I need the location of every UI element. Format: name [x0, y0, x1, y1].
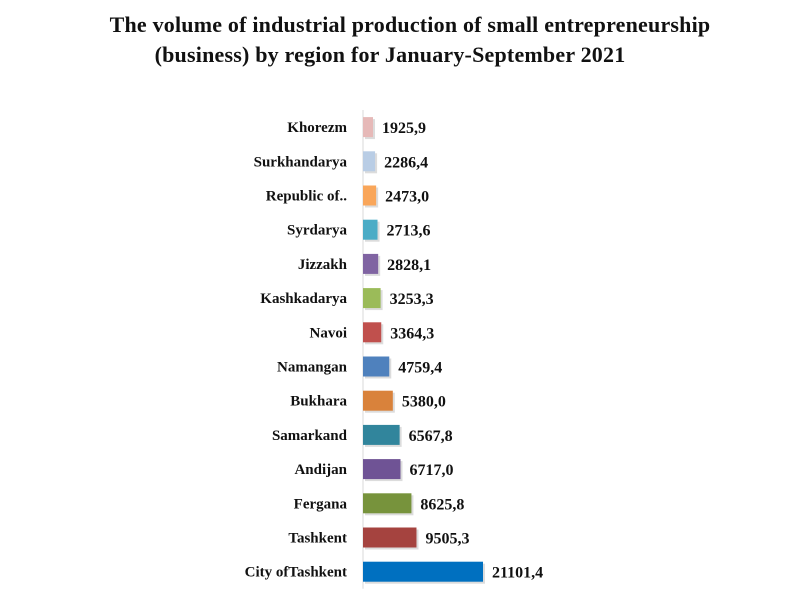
chart-title-line-1: The volume of industrial production of s… — [109, 12, 711, 37]
bar-surkhandarya — [363, 151, 376, 172]
bar-bukhara — [363, 390, 393, 411]
category-label: Fergana — [294, 496, 348, 512]
data-label: 4759,4 — [398, 360, 442, 377]
bar-city-oftashkent — [363, 561, 483, 582]
category-label: Samarkand — [272, 428, 348, 444]
data-label: 2713,6 — [387, 223, 431, 240]
data-label: 6717,0 — [409, 462, 453, 479]
category-label: Khorezm — [287, 120, 347, 136]
data-label: 6567,8 — [409, 428, 453, 445]
data-label: 21101,4 — [492, 565, 543, 582]
chart-title-line-2: (business) by region for January-Septemb… — [154, 42, 626, 67]
bar-syrdarya — [363, 219, 378, 240]
category-label: Navoi — [310, 325, 348, 341]
bar-republic-of- — [363, 185, 377, 206]
data-label: 2828,1 — [387, 257, 431, 274]
data-label: 3253,3 — [390, 291, 434, 308]
data-label: 5380,0 — [402, 394, 446, 411]
bar-tashkent — [363, 527, 417, 548]
category-label: Bukhara — [290, 394, 347, 410]
bar-khorezm — [363, 117, 373, 138]
data-label: 9505,3 — [425, 531, 469, 548]
category-label: City ofTashkent — [245, 565, 347, 581]
category-label: Tashkent — [288, 531, 347, 547]
bar-navoi — [363, 322, 382, 343]
data-label: 3364,3 — [390, 325, 434, 342]
category-label: Surkhandarya — [254, 154, 348, 170]
data-label: 8625,8 — [420, 496, 464, 513]
data-label: 2473,0 — [385, 189, 429, 206]
bar-namangan — [363, 356, 390, 377]
bar-jizzakh — [363, 253, 379, 274]
bar-fergana — [363, 493, 412, 514]
data-label: 1925,9 — [382, 120, 426, 137]
bar-andijan — [363, 459, 401, 480]
bar-samarkand — [363, 424, 400, 445]
chart-title: The volume of industrial production of s… — [0, 10, 800, 70]
category-label: Namangan — [277, 360, 348, 376]
category-label: Republic of.. — [266, 189, 348, 205]
category-label: Kashkadarya — [260, 291, 347, 307]
category-label: Syrdarya — [287, 223, 348, 239]
category-label: Jizzakh — [298, 257, 348, 273]
data-label: 2286,4 — [384, 154, 428, 171]
category-label: Andijan — [294, 462, 347, 478]
bar-kashkadarya — [363, 288, 381, 309]
